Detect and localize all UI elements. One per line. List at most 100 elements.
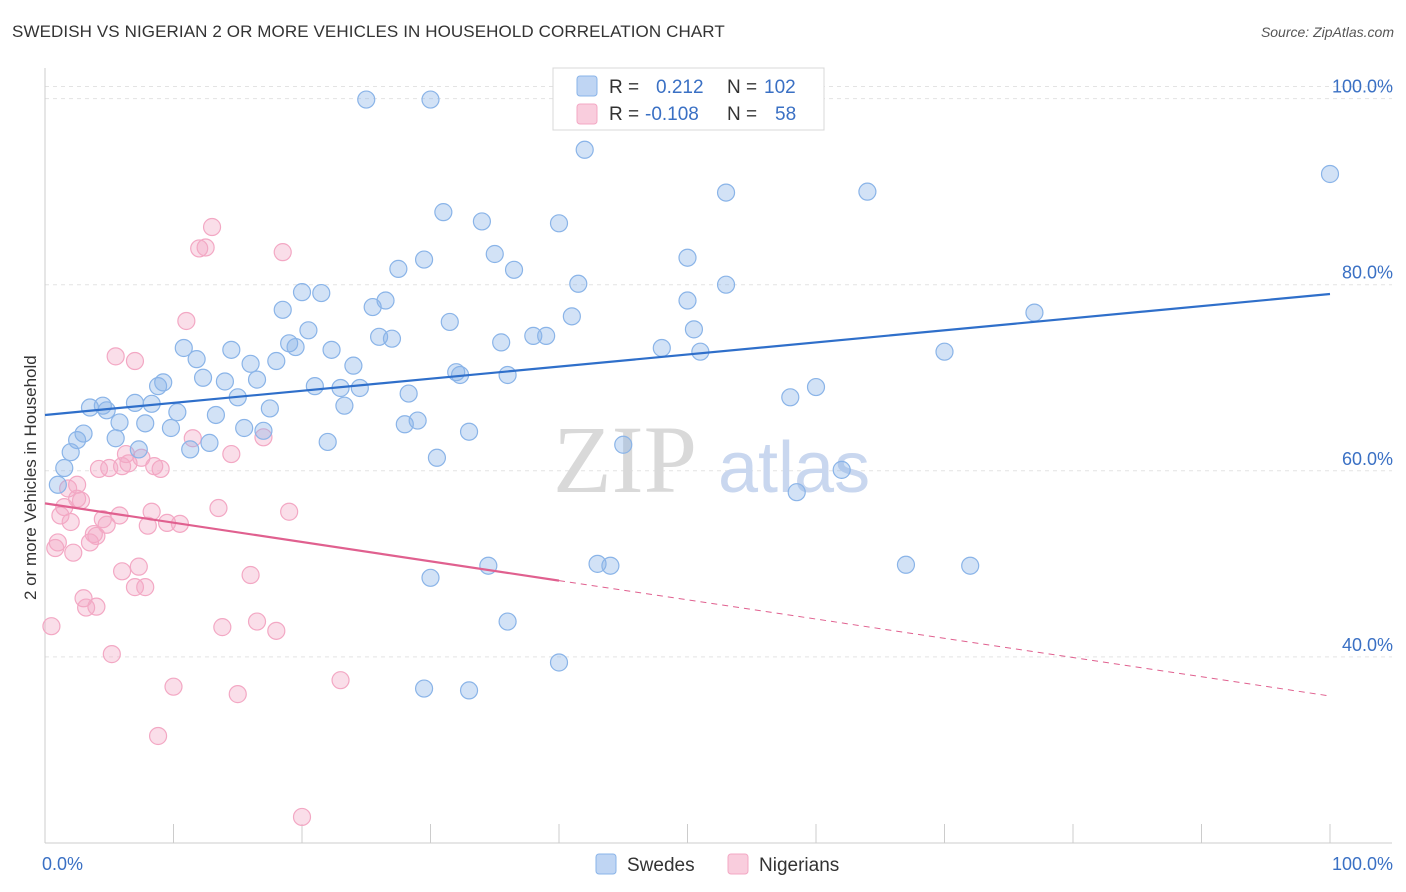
legend-n-swedes: 102 [764,77,796,98]
swede-point-97 [459,681,479,700]
nigerian-point-20 [106,347,125,366]
swede-point-73 [569,274,588,293]
swede-point-31 [260,399,279,418]
swede-point-58 [434,203,453,222]
swede-point-94 [421,568,440,587]
nigerian-point-49 [267,621,286,640]
swede-point-24 [215,372,234,391]
legend-n-label-nigerians: N = [727,104,757,125]
nigerian-point-37 [177,311,196,331]
swede-point-38 [305,377,324,396]
nigerian-point-57 [112,457,132,476]
y-tick-label-80: 80.0% [1342,263,1393,283]
swede-point-69 [524,326,543,345]
nigerian-point-17 [97,515,116,534]
swede-point-65 [485,244,504,264]
swede-point-28 [241,354,260,373]
nigerian-point-5 [59,479,78,498]
axes [44,68,1392,844]
legend-n-nigerians: 58 [775,104,796,125]
swede-point-90 [935,342,954,361]
swede-point-43 [335,396,354,415]
x-tick-label-max: 100.0% [1332,854,1393,874]
swede-point-67 [498,365,517,385]
swede-point-96 [549,653,569,672]
swedes-points [48,90,1340,700]
nigerian-point-26 [129,557,148,576]
nigerian-point-19 [102,645,121,664]
swede-point-30 [254,421,273,440]
swede-point-100 [614,435,633,454]
swede-point-92 [1025,303,1044,322]
swede-point-39 [312,283,331,303]
nigerian-point-41 [202,217,222,237]
nigerian-point-13 [84,524,103,544]
nigerian-point-52 [292,807,312,827]
swede-point-0 [48,475,67,494]
swede-point-88 [858,182,877,201]
swede-point-50 [382,329,402,348]
nigerian-point-6 [61,512,80,532]
swede-point-63 [472,212,491,231]
nigerian-point-0 [42,617,61,636]
swede-point-55 [414,250,434,269]
swede-point-19 [181,440,200,459]
watermark-atlas: atlas [718,428,870,508]
swede-point-76 [601,556,620,575]
legend-nigerians-swatch [727,853,749,875]
watermark-zip: ZIP [553,406,697,513]
nigerian-point-38 [183,429,202,448]
nigerian-point-7 [64,543,83,562]
nigerian-point-29 [138,516,157,535]
swede-point-3 [68,430,87,450]
swede-point-16 [161,418,181,438]
series-legend: Swedes Nigerians [595,853,839,876]
legend-r-label-swedes: R = [609,77,639,98]
legend-nigerians-label: Nigerians [759,855,839,876]
swede-point-4 [74,424,93,443]
stats-legend-box [552,67,825,131]
chart-source: Source: ZipAtlas.com [1260,24,1394,40]
swede-point-1 [55,458,74,478]
nigerian-point-43 [213,618,232,637]
x-tick-label-min: 0.0% [42,854,83,874]
nigerians-trend-extension [558,580,1331,697]
swede-point-11 [129,440,148,459]
swede-point-17 [168,403,187,422]
nigerian-point-42 [209,498,228,518]
swede-point-68 [504,260,524,279]
swede-point-93 [1320,164,1340,184]
swede-point-77 [652,338,671,358]
swede-point-53 [399,384,418,403]
nigerian-point-14 [87,597,106,616]
swede-point-46 [357,90,376,109]
swede-point-82 [716,275,736,294]
nigerian-point-32 [148,726,168,746]
trend-lines [44,292,1331,697]
y-tick-label-60: 60.0% [1342,449,1393,469]
swede-point-86 [806,377,826,397]
swede-point-36 [292,283,312,302]
swede-point-95 [498,612,517,631]
swedes-trend-line [44,292,1331,417]
nigerian-point-55 [87,526,106,546]
stats-legend: R = 0.212 N = 102 R = -0.108 N = 58 [552,67,825,131]
swede-point-51 [389,259,408,278]
nigerians-swatch [576,103,598,125]
swede-point-91 [961,556,980,575]
nigerian-point-22 [112,562,132,581]
nigerian-point-46 [241,565,260,585]
y-tick-label-100: 100.0% [1332,77,1393,97]
swede-point-87 [832,460,851,479]
swede-point-74 [575,140,594,159]
legend-r-swedes: 0.212 [656,77,704,98]
nigerians-points [42,217,350,827]
nigerian-point-51 [280,502,299,521]
swede-point-72 [562,307,581,326]
swede-point-41 [322,340,341,359]
nigerian-point-33 [151,459,170,479]
swede-point-70 [537,326,556,345]
nigerian-point-53 [331,671,350,690]
swede-point-49 [376,291,395,310]
